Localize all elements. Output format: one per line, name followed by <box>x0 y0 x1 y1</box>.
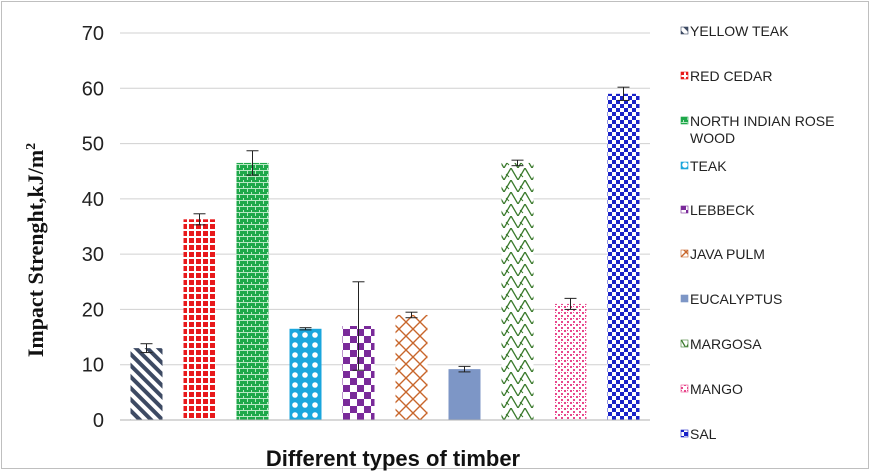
legend-swatch <box>680 339 689 348</box>
bars <box>130 93 640 421</box>
error-bars <box>140 86 630 373</box>
legend-label: MARGOSA <box>690 336 762 352</box>
y-tick-label: 20 <box>82 299 104 321</box>
bar-margosa <box>501 162 534 420</box>
legend-label: MANGO <box>690 381 743 397</box>
y-tick-label: 40 <box>82 189 104 211</box>
legend-swatch <box>680 384 689 393</box>
legend-label: SAL <box>690 426 717 442</box>
legend-item: LEBBECK <box>680 202 755 218</box>
legend-label: EUCALYPTUS <box>690 291 782 307</box>
legend-item: RED CEDAR <box>680 68 772 84</box>
bar-mango <box>554 303 587 420</box>
legend-item: JAVA PULM <box>680 246 765 262</box>
legend-label: YELLOW TEAK <box>690 23 789 39</box>
y-tick-label: 10 <box>82 355 104 377</box>
bar-java-pulm <box>395 314 428 420</box>
legend-swatch <box>680 26 689 35</box>
y-tick-label: 50 <box>82 134 104 156</box>
legend-item: TEAK <box>680 158 727 174</box>
bar-teak <box>289 328 322 420</box>
legend-swatch <box>680 71 689 80</box>
legend-label: TEAK <box>690 158 727 174</box>
legend-swatch <box>680 429 689 438</box>
bar-eucalyptus <box>448 369 481 420</box>
bar-north-indian-rose-wood <box>236 162 269 420</box>
legend-swatch <box>680 249 689 258</box>
y-tick-label: 70 <box>82 23 104 45</box>
x-axis-label: Different types of timber <box>266 446 521 471</box>
bar-sal <box>607 93 640 421</box>
y-axis-label: Impact Strenght,kJ/m2 <box>23 143 48 357</box>
y-tick-label: 60 <box>82 78 104 100</box>
y-tick-label: 30 <box>82 244 104 266</box>
legend-swatch <box>680 116 689 125</box>
legend-swatch <box>680 161 689 170</box>
legend: YELLOW TEAK RED CEDAR NORTH INDIAN ROSEWOO… <box>680 23 834 442</box>
bar-red-cedar <box>183 219 216 420</box>
y-axis-ticks: 0 10 20 30 40 50 60 70 <box>82 23 104 432</box>
legend-item: MARGOSA <box>680 336 762 352</box>
legend-label: RED CEDAR <box>690 68 772 84</box>
legend-swatch <box>680 294 689 303</box>
legend-label: JAVA PULM <box>690 246 765 262</box>
legend-label: WOOD <box>690 130 735 146</box>
legend-item: YELLOW TEAK <box>680 23 789 39</box>
bar-yellow-teak <box>130 348 163 420</box>
legend-label: NORTH INDIAN ROSE <box>690 113 834 129</box>
legend-item: SAL <box>680 426 717 442</box>
y-tick-label: 0 <box>93 410 104 432</box>
legend-label: LEBBECK <box>690 202 755 218</box>
legend-swatch <box>680 205 689 214</box>
legend-item: EUCALYPTUS <box>680 291 782 307</box>
legend-item: MANGO <box>680 381 743 397</box>
